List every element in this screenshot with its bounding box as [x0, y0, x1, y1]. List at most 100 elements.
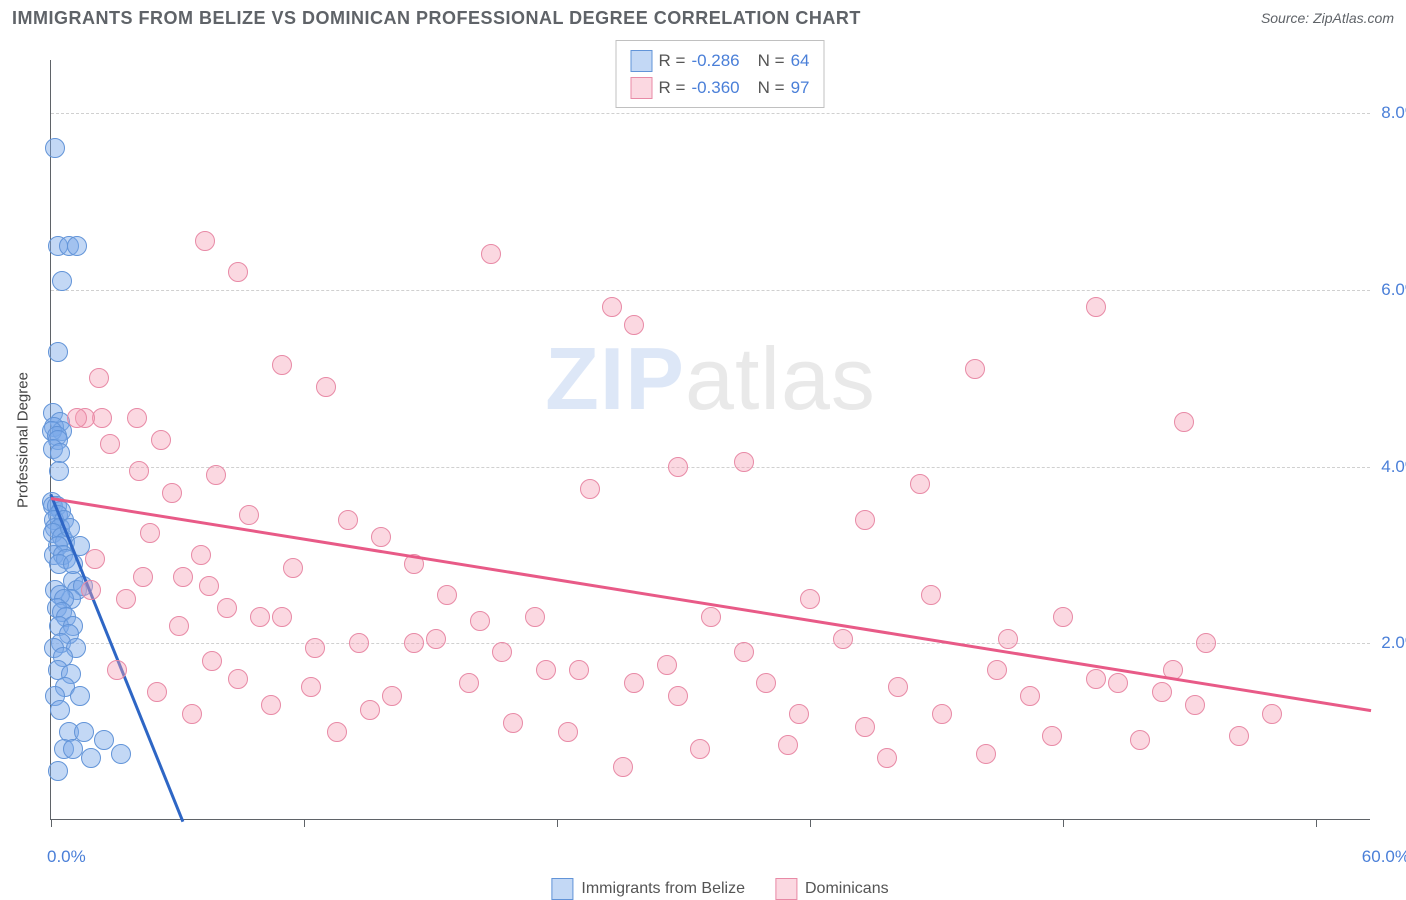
scatter-point	[437, 585, 457, 605]
legend-swatch	[775, 878, 797, 900]
scatter-point	[525, 607, 545, 627]
scatter-point	[613, 757, 633, 777]
y-tick-label: 4.0%	[1381, 457, 1406, 477]
scatter-point	[301, 677, 321, 697]
scatter-point	[1042, 726, 1062, 746]
legend-item: Immigrants from Belize	[551, 878, 745, 900]
x-tick	[304, 819, 305, 827]
scatter-point	[272, 607, 292, 627]
gridline	[51, 643, 1370, 644]
scatter-point	[624, 673, 644, 693]
x-tick	[51, 819, 52, 827]
scatter-point	[833, 629, 853, 649]
scatter-point	[558, 722, 578, 742]
scatter-point	[734, 452, 754, 472]
x-axis-max-label: 60.0%	[1362, 847, 1406, 867]
scatter-point	[195, 231, 215, 251]
scatter-point	[1020, 686, 1040, 706]
scatter-point	[800, 589, 820, 609]
scatter-point	[855, 510, 875, 530]
x-tick	[1063, 819, 1064, 827]
scatter-point	[81, 580, 101, 600]
scatter-point	[239, 505, 259, 525]
scatter-point	[371, 527, 391, 547]
r-value: -0.360	[691, 74, 739, 101]
scatter-point	[778, 735, 798, 755]
scatter-point	[133, 567, 153, 587]
scatter-point	[382, 686, 402, 706]
scatter-point	[250, 607, 270, 627]
scatter-point	[503, 713, 523, 733]
scatter-point	[191, 545, 211, 565]
scatter-point	[1196, 633, 1216, 653]
scatter-point	[261, 695, 281, 715]
x-tick	[557, 819, 558, 827]
scatter-point	[173, 567, 193, 587]
scatter-point	[85, 549, 105, 569]
correlation-legend: R = -0.286N = 64R = -0.360N = 97	[616, 40, 825, 108]
scatter-point	[228, 262, 248, 282]
scatter-point	[492, 642, 512, 662]
scatter-point	[404, 633, 424, 653]
scatter-point	[536, 660, 556, 680]
scatter-point	[206, 465, 226, 485]
scatter-point	[789, 704, 809, 724]
watermark-atlas: atlas	[685, 329, 876, 428]
scatter-point	[162, 483, 182, 503]
scatter-point	[1086, 297, 1106, 317]
y-axis-label: Professional Degree	[15, 372, 32, 508]
scatter-point	[580, 479, 600, 499]
r-label: R =	[659, 74, 686, 101]
scatter-point	[987, 660, 1007, 680]
scatter-point	[756, 673, 776, 693]
legend-swatch	[631, 77, 653, 99]
correlation-row: R = -0.286N = 64	[631, 47, 810, 74]
scatter-point	[199, 576, 219, 596]
y-tick-label: 8.0%	[1381, 103, 1406, 123]
y-tick-label: 6.0%	[1381, 280, 1406, 300]
scatter-point	[327, 722, 347, 742]
scatter-point	[910, 474, 930, 494]
gridline	[51, 290, 1370, 291]
scatter-point	[1152, 682, 1172, 702]
scatter-point	[116, 589, 136, 609]
n-label: N =	[758, 74, 785, 101]
scatter-point	[855, 717, 875, 737]
scatter-point	[111, 744, 131, 764]
scatter-point	[127, 408, 147, 428]
scatter-point	[690, 739, 710, 759]
watermark-zip: ZIP	[545, 329, 685, 428]
scatter-point	[89, 368, 109, 388]
scatter-point	[48, 342, 68, 362]
scatter-point	[932, 704, 952, 724]
scatter-point	[1185, 695, 1205, 715]
scatter-point	[67, 236, 87, 256]
scatter-point	[602, 297, 622, 317]
scatter-point	[182, 704, 202, 724]
scatter-point	[70, 686, 90, 706]
scatter-point	[459, 673, 479, 693]
scatter-point	[481, 244, 501, 264]
scatter-point	[283, 558, 303, 578]
scatter-point	[50, 700, 70, 720]
scatter-point	[49, 461, 69, 481]
series-legend: Immigrants from BelizeDominicans	[551, 878, 888, 900]
scatter-point	[107, 660, 127, 680]
n-value: 64	[791, 47, 810, 74]
legend-swatch	[551, 878, 573, 900]
source-label: Source:	[1261, 10, 1313, 26]
scatter-point	[668, 686, 688, 706]
x-tick	[1316, 819, 1317, 827]
n-label: N =	[758, 47, 785, 74]
legend-swatch	[631, 50, 653, 72]
trend-line	[51, 497, 1371, 712]
chart-container: Professional Degree ZIPatlas 0.0% 60.0% …	[50, 40, 1390, 850]
scatter-point	[470, 611, 490, 631]
scatter-point	[202, 651, 222, 671]
scatter-point	[1053, 607, 1073, 627]
scatter-point	[100, 434, 120, 454]
scatter-point	[1229, 726, 1249, 746]
scatter-point	[147, 682, 167, 702]
scatter-point	[1086, 669, 1106, 689]
correlation-row: R = -0.360N = 97	[631, 74, 810, 101]
